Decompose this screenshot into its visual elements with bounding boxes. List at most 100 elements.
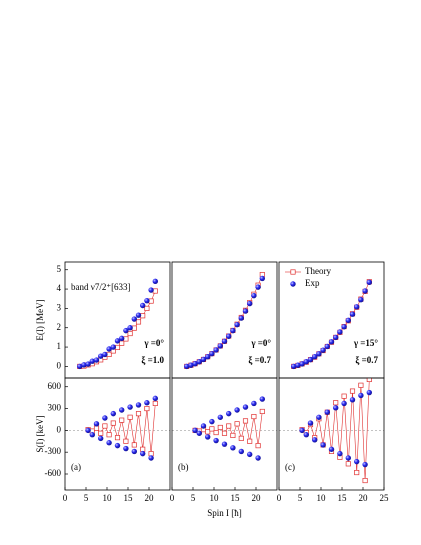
frame xyxy=(278,377,385,491)
y-tick-label: -600 xyxy=(45,468,62,478)
exp-marker xyxy=(316,414,322,420)
exp-marker xyxy=(209,418,215,425)
exp-marker xyxy=(114,442,121,449)
theory-marker xyxy=(123,438,129,444)
exp-marker xyxy=(123,445,129,452)
theory-line xyxy=(293,281,370,367)
plot-area xyxy=(299,378,372,484)
exp-marker xyxy=(358,392,364,399)
exp-marker xyxy=(217,343,223,349)
exp-marker xyxy=(320,442,326,448)
theory-marker xyxy=(131,442,137,448)
theory-marker xyxy=(140,446,146,452)
theory-marker xyxy=(144,305,150,311)
exp-marker xyxy=(226,333,232,339)
exp-marker xyxy=(234,407,240,413)
theory-marker xyxy=(127,414,133,420)
legend-marker xyxy=(290,281,296,287)
exp-marker xyxy=(242,308,249,314)
plot-area xyxy=(77,278,158,370)
theory-marker xyxy=(217,424,223,431)
exp-marker xyxy=(148,455,154,461)
y-tick-label: 3 xyxy=(57,302,62,312)
exp-marker xyxy=(234,321,240,328)
theory-marker xyxy=(366,378,372,383)
exp-marker xyxy=(320,347,326,353)
x-tick-label: 10 xyxy=(103,493,113,503)
theory-marker xyxy=(354,469,360,476)
exp-marker xyxy=(131,316,137,322)
y-axis-label: S(I) [keV] xyxy=(35,415,45,452)
y-tick-label: 1 xyxy=(57,341,62,351)
exp-marker xyxy=(127,325,133,331)
theory-marker xyxy=(152,400,158,407)
exp-marker xyxy=(303,359,309,365)
exp-marker xyxy=(81,362,87,368)
y-tick-label: 0 xyxy=(57,360,62,370)
exp-marker xyxy=(188,362,194,368)
exp-marker xyxy=(312,354,318,360)
exp-marker xyxy=(354,304,360,310)
theory-marker xyxy=(114,435,121,441)
exp-marker xyxy=(362,461,368,468)
theory-marker xyxy=(221,430,228,436)
exp-marker xyxy=(217,414,223,420)
exp-marker xyxy=(259,396,265,402)
legend-marker xyxy=(290,269,296,275)
exp-marker xyxy=(230,327,236,334)
plot-area xyxy=(291,279,372,370)
x-tick-label: 0 xyxy=(277,493,282,503)
plot-area xyxy=(192,396,265,461)
theory-marker xyxy=(119,417,125,423)
exp-marker xyxy=(119,407,125,413)
theory-marker xyxy=(226,423,232,429)
theory-marker xyxy=(259,408,265,415)
theory-marker xyxy=(110,420,116,426)
exp-marker xyxy=(337,450,343,457)
y-tick-label: 5 xyxy=(57,264,62,274)
exp-marker xyxy=(328,339,335,345)
exp-marker xyxy=(98,435,104,442)
exp-marker xyxy=(135,402,142,408)
y-tick-label: 4 xyxy=(57,283,62,293)
exp-marker xyxy=(89,358,96,364)
exp-marker xyxy=(152,395,158,402)
exp-marker xyxy=(341,324,347,330)
exp-marker xyxy=(354,458,360,465)
exp-marker xyxy=(324,343,330,350)
x-tick-label: 15 xyxy=(124,493,134,503)
exp-marker xyxy=(144,400,150,406)
exp-marker xyxy=(140,302,146,309)
theory-marker xyxy=(333,400,339,406)
frame xyxy=(171,377,278,491)
exp-marker xyxy=(110,344,117,350)
exp-marker xyxy=(127,404,133,410)
x-tick-label: 5 xyxy=(191,493,196,503)
exp-marker xyxy=(247,451,253,458)
theory-marker xyxy=(209,426,215,432)
x-tick-label: 0 xyxy=(170,493,175,503)
exp-marker xyxy=(349,311,356,317)
x-tick-label: 5 xyxy=(84,493,89,503)
theory-marker xyxy=(358,382,364,388)
legend-label: Theory xyxy=(305,266,331,276)
exp-marker xyxy=(200,423,207,429)
theory-marker xyxy=(148,451,154,457)
exp-marker xyxy=(358,297,364,303)
theory-marker xyxy=(152,288,158,294)
exp-marker xyxy=(307,356,314,363)
theory-marker xyxy=(102,423,108,429)
exp-marker xyxy=(144,297,150,304)
exp-marker xyxy=(349,397,356,403)
plot-area xyxy=(184,272,265,370)
theory-marker xyxy=(140,313,146,319)
exp-marker xyxy=(106,346,112,352)
exp-marker xyxy=(205,354,211,360)
exp-marker xyxy=(259,275,265,282)
exp-marker xyxy=(106,440,112,446)
exp-marker xyxy=(337,329,343,335)
annotation: ξ =1.0 xyxy=(141,355,164,365)
theory-marker xyxy=(251,413,257,420)
theory-marker xyxy=(127,330,133,337)
